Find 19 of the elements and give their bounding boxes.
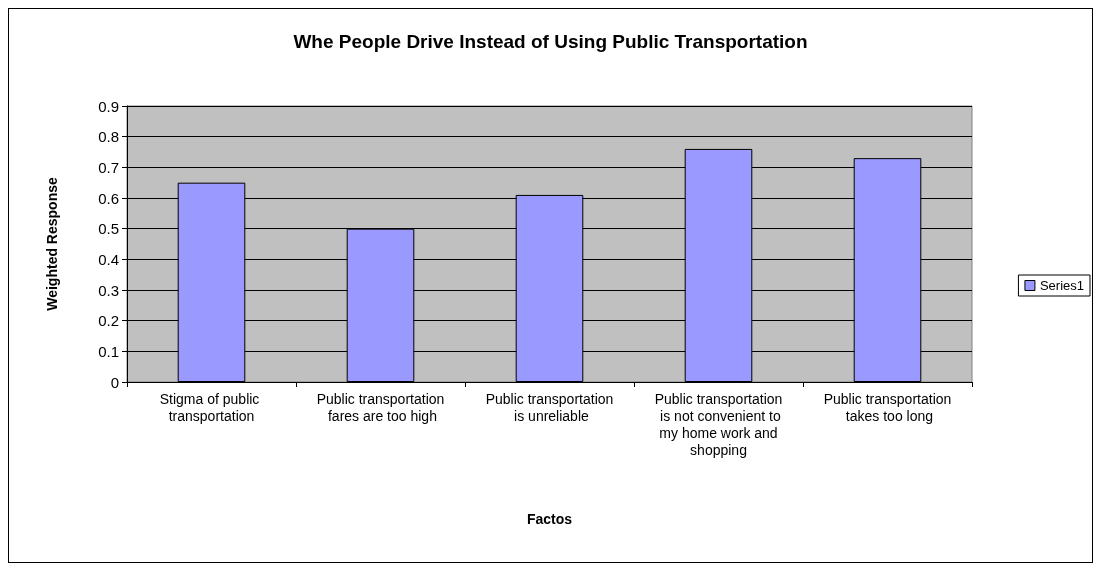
y-tick-label: 0.8 bbox=[98, 128, 119, 146]
y-tick-label: 0.1 bbox=[98, 342, 119, 360]
y-tick-label: 0.3 bbox=[98, 281, 119, 299]
x-tick-label: Public transportation is unreliable bbox=[485, 390, 614, 424]
x-axis-title: Factos bbox=[526, 511, 573, 527]
chart-title: Whe People Drive Instead of Using Public Transportation bbox=[293, 31, 808, 52]
y-tick-label: 0.5 bbox=[98, 220, 119, 238]
y-tick-label: 0.6 bbox=[98, 189, 119, 207]
y-tick-label: 0.2 bbox=[98, 312, 119, 330]
y-axis-title: Weighted Response bbox=[44, 177, 60, 311]
y-tick-label: 0.9 bbox=[98, 97, 119, 115]
x-tick-label: Public transportation takes too long bbox=[823, 390, 952, 424]
x-tick-label: Public transportation fares are too high bbox=[316, 390, 445, 424]
y-tick-label: 0.7 bbox=[98, 158, 119, 176]
x-tick-label: Stigma of public transportation bbox=[159, 390, 264, 424]
x-tick-label: Public transportation is not convenient to my home work and shopping bbox=[654, 390, 783, 458]
legend-label: Series1 bbox=[1039, 278, 1084, 293]
y-tick-label: 0.4 bbox=[98, 250, 119, 268]
y-tick-label: 0 bbox=[110, 373, 119, 391]
